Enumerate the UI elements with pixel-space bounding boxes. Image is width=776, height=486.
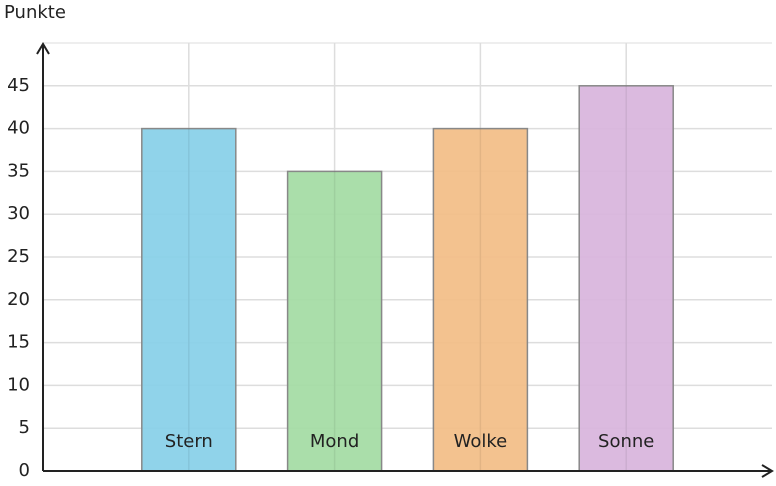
y-tick-label: 40 <box>7 118 30 139</box>
y-tick-label: 25 <box>7 246 30 267</box>
y-tick-label: 45 <box>7 75 30 96</box>
bar <box>432 127 529 472</box>
y-axis-label: Punkte <box>4 2 66 23</box>
y-tick-label: 30 <box>7 203 30 224</box>
y-tick-label: 15 <box>7 332 30 353</box>
category-label: Wolke <box>454 431 508 452</box>
bars: Stern Mond Wolke Sonne <box>141 85 674 472</box>
bar <box>578 85 674 472</box>
y-tick-label: 5 <box>19 417 30 438</box>
y-tick-label: 10 <box>7 374 30 395</box>
x-axis-arrow <box>761 464 774 478</box>
category-label: Stern <box>165 431 213 452</box>
category-label: Sonne <box>598 431 654 452</box>
y-tick-label: 0 <box>19 460 30 481</box>
axes <box>36 42 774 478</box>
category-label: Mond <box>310 431 359 452</box>
y-axis-arrow <box>36 42 50 55</box>
bar <box>286 170 383 472</box>
bar <box>141 127 237 472</box>
y-tick-label: 35 <box>7 160 30 181</box>
y-tick-label: 20 <box>7 289 30 310</box>
